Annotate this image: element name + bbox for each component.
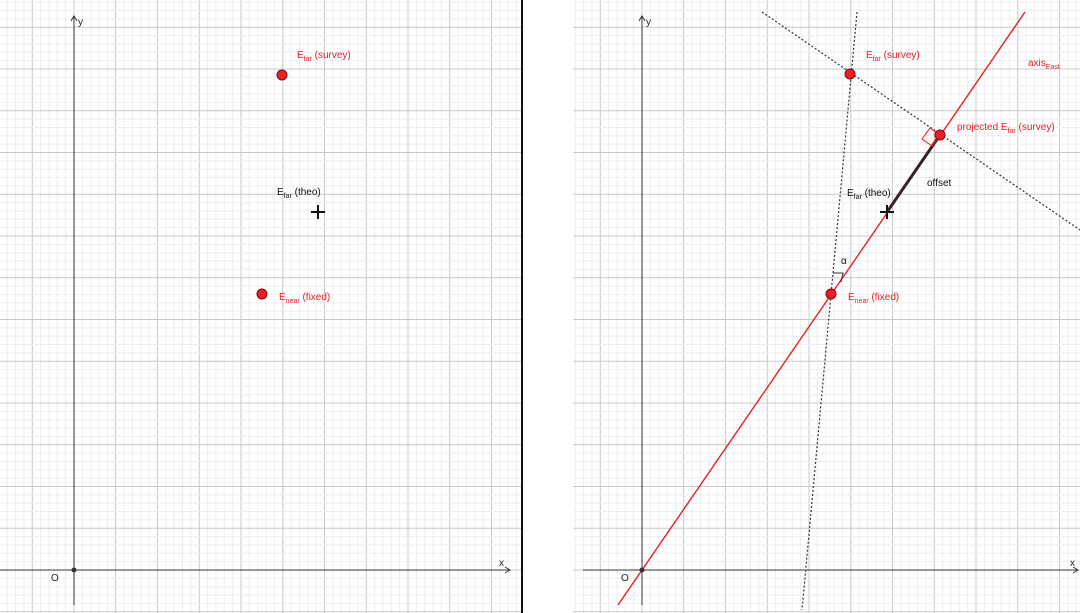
projected-e-far-point xyxy=(934,129,946,141)
origin-point xyxy=(639,567,645,573)
x-axis-arrow xyxy=(504,566,511,574)
y-axis-label: y xyxy=(78,17,83,28)
offset-label: offset xyxy=(927,178,951,189)
left-panel-border xyxy=(521,0,523,613)
e-far-theo-marker xyxy=(880,205,894,219)
right-plot-panel: x y O α Efar (survey) projected Efar (su… xyxy=(573,0,1080,613)
y-axis-label: y xyxy=(646,17,651,28)
e-far-survey-point xyxy=(276,69,288,81)
e-far-survey-label: Efar (survey) xyxy=(297,50,351,63)
e-near-fixed-point xyxy=(825,288,837,300)
y-axis-arrow xyxy=(638,15,646,22)
x-axis-arrow xyxy=(1072,566,1079,574)
projected-e-far-label: projected Efar (survey) xyxy=(957,122,1055,135)
e-near-fixed-label: Enear (fixed) xyxy=(279,292,330,305)
alpha-angle-marker xyxy=(833,272,844,283)
y-axis-arrow xyxy=(70,15,78,22)
e-far-theo-label: Efar (theo) xyxy=(847,188,891,201)
e-far-survey-label: Efar (survey) xyxy=(866,50,920,63)
e-far-theo-marker xyxy=(311,205,325,219)
alpha-label: α xyxy=(841,256,847,267)
axis-east-line xyxy=(617,11,1026,606)
e-near-fixed-label: Enear (fixed) xyxy=(848,292,899,305)
axis-east-label: axisEast xyxy=(1028,58,1060,71)
x-axis-label: x xyxy=(1070,558,1075,569)
dotted-line-perpendicular xyxy=(761,11,1080,231)
dotted-line-steep xyxy=(801,11,858,611)
left-plot-svg: x y O Efar (survey) Efar (theo) Enear (f… xyxy=(0,0,523,613)
origin-label: O xyxy=(621,573,629,584)
grid-left xyxy=(0,0,523,613)
e-far-theo-label: Efar (theo) xyxy=(277,187,321,200)
right-plot-svg: x y O α Efar (survey) projected Efar (su… xyxy=(573,0,1080,613)
grid-right xyxy=(573,0,1080,613)
e-near-fixed-point xyxy=(256,288,268,300)
x-axis-label: x xyxy=(499,558,504,569)
left-plot-panel: x y O Efar (survey) Efar (theo) Enear (f… xyxy=(0,0,523,613)
origin-label: O xyxy=(51,573,59,584)
offset-segment xyxy=(885,134,942,213)
e-far-survey-point xyxy=(844,68,856,80)
origin-point xyxy=(71,567,77,573)
